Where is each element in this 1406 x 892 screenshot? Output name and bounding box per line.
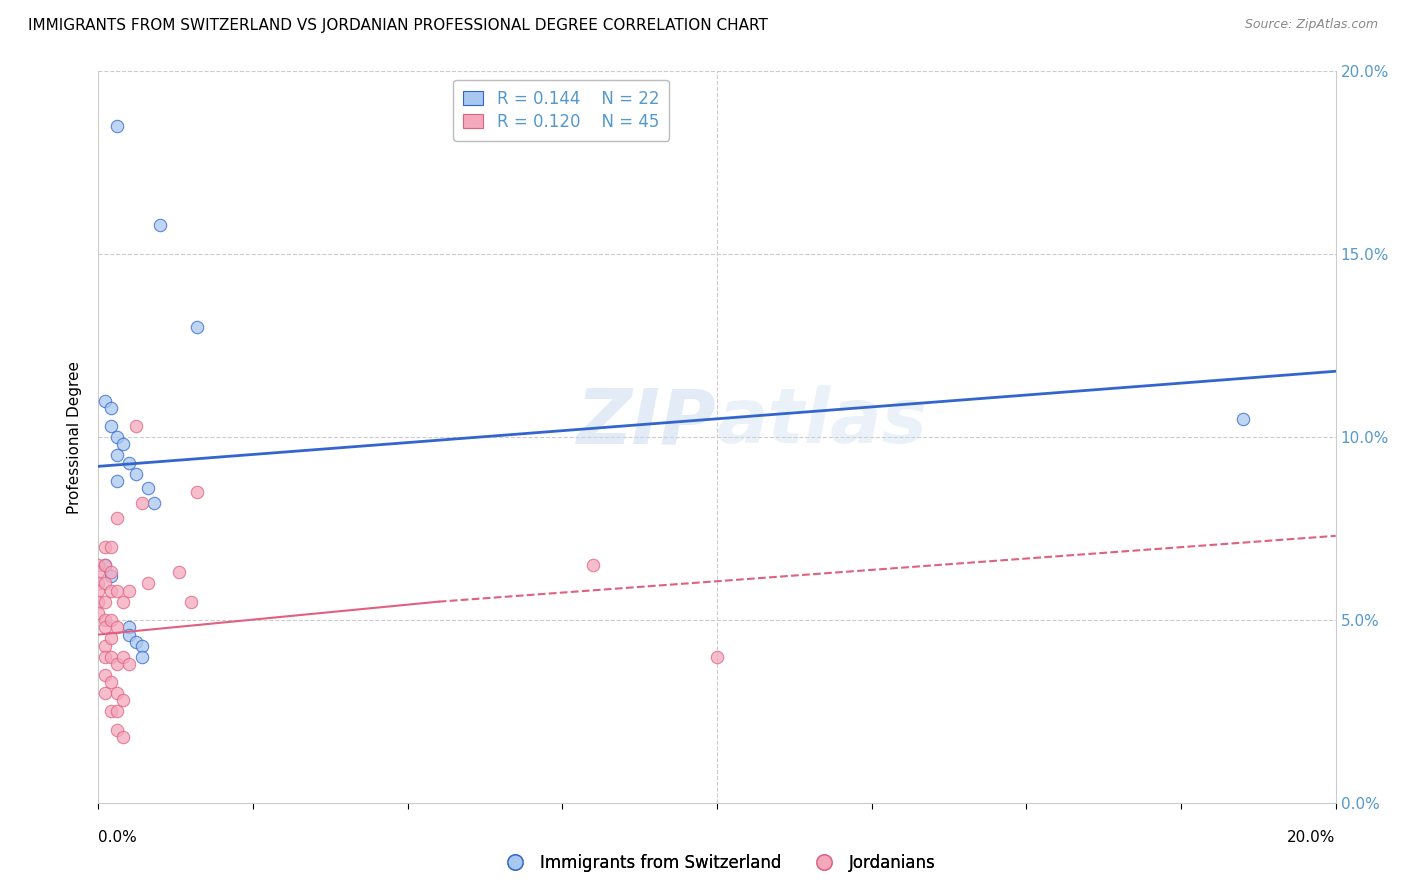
Point <box>93 393 115 408</box>
Point <box>105 510 128 524</box>
Text: 0.0%: 0.0% <box>98 830 138 845</box>
Point <box>105 474 128 488</box>
Point <box>93 686 115 700</box>
Point <box>105 657 128 671</box>
Point <box>93 558 115 573</box>
Point <box>100 649 122 664</box>
Point <box>100 705 122 719</box>
Legend: Immigrants from Switzerland, Jordanians: Immigrants from Switzerland, Jordanians <box>492 847 942 879</box>
Point <box>124 419 146 434</box>
Point <box>131 649 153 664</box>
Point <box>87 566 110 580</box>
Point <box>149 218 172 232</box>
Point <box>118 456 141 470</box>
Point <box>105 705 128 719</box>
Point <box>105 449 128 463</box>
Text: 20.0%: 20.0% <box>1288 830 1336 845</box>
Point <box>167 566 190 580</box>
Text: Source: ZipAtlas.com: Source: ZipAtlas.com <box>1244 18 1378 31</box>
Point <box>112 693 135 707</box>
Point <box>582 558 605 573</box>
Point <box>100 401 122 415</box>
Point <box>100 540 122 554</box>
Point <box>118 657 141 671</box>
Point <box>186 320 208 334</box>
Point <box>93 558 115 573</box>
Point <box>105 686 128 700</box>
Point <box>93 594 115 608</box>
Point <box>124 635 146 649</box>
Point <box>93 613 115 627</box>
Point <box>87 576 110 591</box>
Point <box>180 594 202 608</box>
Point <box>93 576 115 591</box>
Point <box>118 627 141 641</box>
Point <box>93 667 115 681</box>
Point <box>100 569 122 583</box>
Point <box>136 481 159 495</box>
Point <box>93 540 115 554</box>
Point <box>112 437 135 451</box>
Point <box>706 649 728 664</box>
Point <box>105 620 128 634</box>
Point <box>124 467 146 481</box>
Point <box>112 594 135 608</box>
Point <box>131 496 153 510</box>
Point <box>105 723 128 737</box>
Point <box>105 430 128 444</box>
Point <box>131 639 153 653</box>
Point <box>136 576 159 591</box>
Point <box>93 649 115 664</box>
Point <box>100 632 122 646</box>
Point <box>118 583 141 598</box>
Text: IMMIGRANTS FROM SWITZERLAND VS JORDANIAN PROFESSIONAL DEGREE CORRELATION CHART: IMMIGRANTS FROM SWITZERLAND VS JORDANIAN… <box>28 18 768 33</box>
Point <box>100 675 122 690</box>
Point <box>118 620 141 634</box>
Point <box>112 730 135 744</box>
Point <box>105 583 128 598</box>
Point <box>93 620 115 634</box>
Point <box>1232 412 1254 426</box>
Point <box>100 566 122 580</box>
Point <box>112 649 135 664</box>
Point <box>100 613 122 627</box>
Point <box>87 606 110 620</box>
Point <box>186 485 208 500</box>
Point <box>87 583 110 598</box>
Text: ZIP: ZIP <box>578 385 717 459</box>
Point <box>87 594 110 608</box>
Text: atlas: atlas <box>717 385 928 459</box>
Y-axis label: Professional Degree: Professional Degree <box>67 360 83 514</box>
Point <box>100 419 122 434</box>
Point <box>143 496 166 510</box>
Point <box>93 639 115 653</box>
Point <box>105 119 128 133</box>
Point <box>87 558 110 573</box>
Point <box>100 583 122 598</box>
